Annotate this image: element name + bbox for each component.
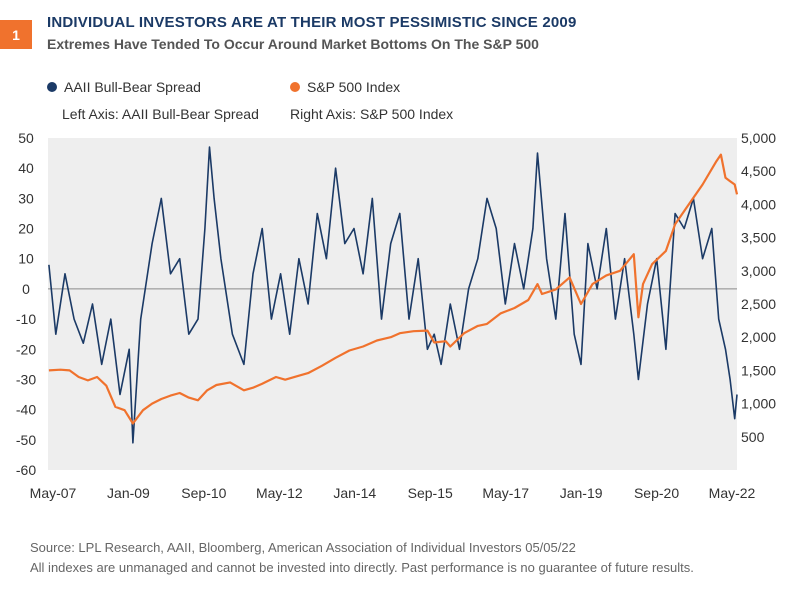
legend-label-sp500: S&P 500 Index: [307, 79, 401, 95]
chart-title: INDIVIDUAL INVESTORS ARE AT THEIR MOST P…: [47, 14, 577, 31]
left-axis-tick-label: -20: [16, 341, 36, 357]
series-line-sp500: [48, 153, 739, 425]
x-axis-tick-label: Sep-20: [634, 485, 679, 501]
left-axis-tick-label: -10: [16, 311, 36, 327]
x-axis-tick-label: Jan-09: [107, 485, 150, 501]
x-axis-tick-label: May-22: [709, 485, 756, 501]
left-axis-tick-label: 0: [22, 281, 30, 297]
left-axis-tick-label: -50: [16, 432, 36, 448]
source-note: Source: LPL Research, AAII, Bloomberg, A…: [30, 540, 576, 555]
x-axis-tick-label: Jan-19: [560, 485, 603, 501]
legend-label-spread: AAII Bull-Bear Spread: [64, 79, 201, 95]
chart-subtitle: Extremes Have Tended To Occur Around Mar…: [47, 36, 539, 52]
series-line-aaii-spread: [48, 146, 738, 444]
x-axis-tick-label: May-12: [256, 485, 303, 501]
right-axis-tick-label: 3,500: [741, 230, 776, 246]
left-axis-tick-label: 50: [18, 130, 34, 146]
left-axis-tick-label: -40: [16, 402, 36, 418]
right-axis-tick-label: 2,000: [741, 329, 776, 345]
right-axis-tick-label: 500: [741, 429, 765, 445]
left-axis-note: Left Axis: AAII Bull-Bear Spread: [62, 106, 259, 122]
x-axis-tick-label: Jan-14: [333, 485, 376, 501]
left-axis-tick-label: 10: [18, 251, 34, 267]
left-axis-tick-label: -60: [16, 462, 36, 478]
x-axis-tick-label: May-07: [30, 485, 77, 501]
left-axis-tick-label: 40: [18, 160, 34, 176]
legend-item-sp500: S&P 500 Index: [290, 79, 400, 95]
right-axis-tick-label: 1,500: [741, 362, 776, 378]
right-axis-tick-label: 1,000: [741, 396, 776, 412]
legend-swatch-sp500: [290, 82, 300, 92]
right-axis-tick-label: 3,000: [741, 263, 776, 279]
plot-area: [48, 138, 737, 470]
right-axis-tick-label: 5,000: [741, 130, 776, 146]
legend-item-spread: AAII Bull-Bear Spread: [47, 79, 201, 95]
right-axis-tick-label: 2,500: [741, 296, 776, 312]
legend-swatch-spread: [47, 82, 57, 92]
right-axis-tick-label: 4,500: [741, 163, 776, 179]
disclaimer-note: All indexes are unmanaged and cannot be …: [30, 560, 694, 575]
x-axis-tick-label: May-17: [482, 485, 529, 501]
left-axis-tick-label: 30: [18, 190, 34, 206]
left-axis-tick-label: -30: [16, 371, 36, 387]
x-axis-tick-label: Sep-10: [181, 485, 226, 501]
right-axis-note: Right Axis: S&P 500 Index: [290, 106, 454, 122]
chart-number-badge: 1: [0, 20, 32, 49]
left-axis-tick-label: 20: [18, 221, 34, 237]
right-axis-tick-label: 4,000: [741, 196, 776, 212]
x-axis-tick-label: Sep-15: [408, 485, 453, 501]
